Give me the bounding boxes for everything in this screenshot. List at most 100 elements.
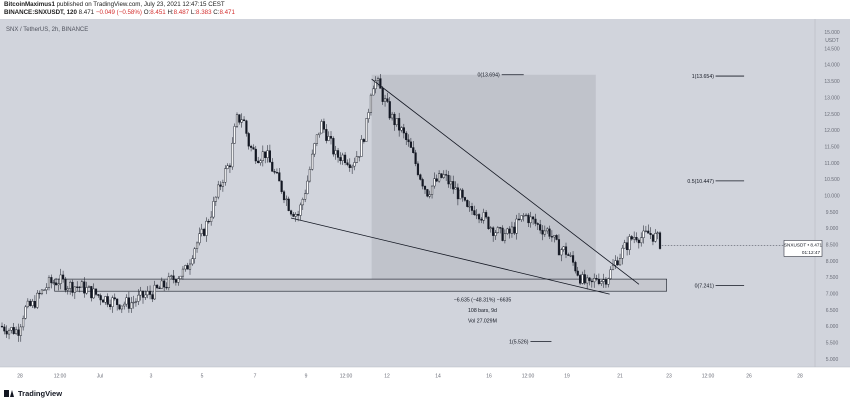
candle-up bbox=[654, 233, 657, 242]
candle-down bbox=[113, 297, 116, 300]
candle-down bbox=[78, 286, 81, 288]
price-tick-label: 14.500 bbox=[824, 46, 840, 52]
time-tick-label: 3 bbox=[150, 374, 153, 380]
candle-up bbox=[489, 227, 492, 229]
candle-down bbox=[268, 150, 271, 163]
chart-legend: SNX / TetherUS, 2h, BINANCE bbox=[6, 27, 88, 33]
candle-down bbox=[630, 236, 633, 240]
candle-up bbox=[111, 297, 114, 308]
candle-up bbox=[369, 94, 373, 113]
candle-down bbox=[402, 127, 405, 134]
candle-down bbox=[541, 229, 544, 235]
candle-down bbox=[651, 234, 655, 242]
candle-down bbox=[12, 327, 15, 334]
candle-down bbox=[90, 286, 93, 299]
candle-up bbox=[224, 168, 227, 183]
candle-down bbox=[492, 227, 495, 236]
candle-down bbox=[647, 230, 650, 234]
candle-up bbox=[214, 196, 217, 202]
measure-top-label: 0(13.694) bbox=[477, 73, 499, 79]
last-price-text: SNXUSDT • 8.471 bbox=[784, 242, 823, 247]
candle-down bbox=[97, 294, 100, 296]
candle-down bbox=[17, 329, 20, 336]
candle-down bbox=[539, 224, 542, 231]
price-tick-label: 11.500 bbox=[825, 144, 840, 150]
candle-up bbox=[520, 215, 523, 220]
candle-up bbox=[69, 281, 72, 289]
candle-down bbox=[501, 227, 504, 241]
candle-up bbox=[442, 174, 445, 178]
candle-down bbox=[287, 198, 290, 211]
candle-up bbox=[438, 173, 441, 182]
candle-down bbox=[278, 172, 281, 182]
candle-up bbox=[285, 198, 288, 201]
price-tick-label: 9.000 bbox=[826, 226, 839, 232]
candle-down bbox=[527, 214, 530, 224]
candle-down bbox=[477, 214, 481, 220]
time-tick-label: 9 bbox=[305, 374, 308, 380]
candle-up bbox=[640, 237, 643, 244]
candle-up bbox=[614, 260, 617, 266]
price-tick-label: 10.000 bbox=[824, 193, 840, 199]
candle-down bbox=[127, 297, 130, 309]
candle-up bbox=[644, 230, 647, 232]
support-zone bbox=[54, 278, 667, 292]
candle-down bbox=[332, 138, 335, 155]
candle-up bbox=[59, 274, 62, 284]
last-price-label: SNXUSDT • 8.471 01:12:47 bbox=[661, 240, 823, 257]
candle-up bbox=[515, 218, 518, 234]
candle-up bbox=[217, 184, 220, 198]
ohlc-close-label: C: bbox=[213, 9, 220, 17]
candle-down bbox=[219, 184, 222, 187]
candle-up bbox=[45, 287, 48, 291]
candle-up bbox=[400, 127, 403, 131]
time-tick-label: 12:00 bbox=[702, 374, 715, 380]
candle-up bbox=[623, 242, 626, 249]
candle-down bbox=[275, 172, 279, 174]
candle-up bbox=[212, 201, 215, 218]
candle-down bbox=[254, 148, 257, 162]
price-axis-area[interactable] bbox=[815, 19, 850, 367]
candle-down bbox=[242, 119, 246, 122]
candle-down bbox=[416, 163, 420, 175]
candle-up bbox=[10, 327, 13, 331]
candle-down bbox=[412, 147, 415, 153]
fib-level-label: 0(7.241) bbox=[695, 284, 715, 290]
candle-down bbox=[118, 304, 121, 310]
candle-up bbox=[468, 206, 471, 208]
candle-up bbox=[233, 126, 236, 144]
candle-down bbox=[532, 216, 535, 220]
candle-up bbox=[433, 178, 436, 187]
candle-down bbox=[534, 218, 537, 224]
time-tick-label: 12 bbox=[384, 374, 390, 380]
time-tick-label: 21 bbox=[617, 374, 623, 380]
candle-down bbox=[186, 265, 189, 270]
candle-up bbox=[235, 114, 239, 127]
candle-down bbox=[386, 98, 389, 102]
candle-down bbox=[447, 175, 450, 185]
ohlc-close: 8.471 bbox=[219, 9, 235, 17]
time-tick-label: 5 bbox=[201, 374, 204, 380]
time-tick-label: 28 bbox=[17, 374, 23, 380]
candle-up bbox=[137, 294, 140, 302]
fib-level-label: 1(13.654) bbox=[692, 74, 714, 80]
candle-up bbox=[475, 214, 478, 216]
support-zone-layer bbox=[54, 278, 667, 292]
candle-down bbox=[564, 246, 568, 255]
candle-up bbox=[7, 329, 11, 335]
candle-down bbox=[604, 279, 608, 285]
tradingview-wordmark: TradingView bbox=[18, 389, 63, 398]
candle-up bbox=[294, 213, 297, 217]
price-tick-label: 9.500 bbox=[826, 210, 839, 216]
chart-panel[interactable]: SNX / TetherUS, 2h, BINANCE 0(13.694) 1(5… bbox=[0, 19, 850, 384]
candle-down bbox=[336, 150, 340, 158]
price-tick-label: 6.000 bbox=[826, 324, 839, 330]
candle-up bbox=[134, 301, 138, 303]
candle-down bbox=[329, 136, 333, 139]
author-name[interactable]: BitcoinMaximus1 bbox=[4, 1, 55, 8]
candle-down bbox=[508, 228, 511, 234]
tradingview-logo[interactable]: TradingView bbox=[4, 389, 62, 398]
time-tick-label: 28 bbox=[797, 374, 803, 380]
candle-up bbox=[170, 275, 173, 277]
candle-down bbox=[597, 279, 600, 285]
